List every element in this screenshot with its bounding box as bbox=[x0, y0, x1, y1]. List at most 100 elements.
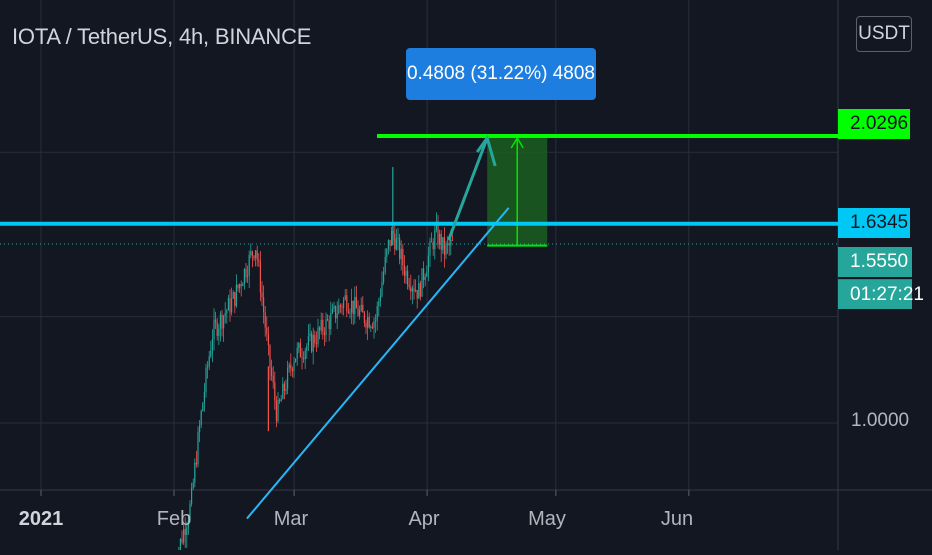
target-price-label: 2.0296 bbox=[838, 109, 910, 139]
currency-button[interactable]: USDT bbox=[856, 16, 912, 52]
candle-body bbox=[378, 300, 380, 307]
candle-body bbox=[250, 251, 252, 255]
candle-body bbox=[208, 356, 210, 367]
candle-body bbox=[263, 297, 265, 313]
candle-body bbox=[259, 261, 261, 293]
candle-body bbox=[200, 411, 202, 426]
candle-body bbox=[179, 538, 181, 551]
candle-body bbox=[411, 288, 413, 292]
candle-body bbox=[383, 272, 385, 283]
candle-body bbox=[243, 269, 245, 285]
candle-body bbox=[400, 248, 402, 260]
candle-body bbox=[338, 305, 340, 314]
candle-body bbox=[189, 503, 191, 521]
candle-body bbox=[335, 306, 337, 319]
last-price-label: 1.5550 bbox=[838, 247, 912, 277]
resistance-price-label: 1.6345 bbox=[838, 208, 910, 238]
candle-body bbox=[399, 237, 401, 260]
candle-body bbox=[333, 306, 335, 309]
candle-body bbox=[389, 240, 391, 246]
candle-body bbox=[451, 239, 453, 241]
candle-body bbox=[387, 240, 389, 250]
candle-body bbox=[266, 327, 268, 335]
candle-body bbox=[443, 237, 445, 255]
candle-body bbox=[272, 375, 274, 383]
candle-body bbox=[359, 310, 361, 316]
candle-body bbox=[309, 333, 311, 336]
candle-body bbox=[274, 382, 276, 401]
candle-body bbox=[323, 332, 325, 336]
symbol-title: IOTA / TetherUS, 4h, BINANCE bbox=[12, 24, 312, 49]
candle-body bbox=[331, 308, 333, 314]
candle-body bbox=[258, 259, 260, 262]
candle-body bbox=[205, 367, 207, 392]
candle-body bbox=[267, 334, 269, 345]
candle-body bbox=[343, 299, 345, 308]
candle-body bbox=[192, 482, 194, 489]
candle-body bbox=[423, 268, 425, 281]
candle-body bbox=[221, 314, 223, 329]
candle-body bbox=[271, 367, 273, 376]
candle-body bbox=[184, 529, 186, 535]
candle-body bbox=[373, 321, 375, 328]
candle-body bbox=[384, 256, 386, 273]
candle-body bbox=[282, 383, 284, 399]
candle-body bbox=[237, 284, 239, 289]
candle-body bbox=[248, 254, 250, 276]
candle-body bbox=[357, 308, 359, 316]
candle-body bbox=[251, 251, 253, 256]
candle-body bbox=[216, 322, 218, 336]
candle-body bbox=[424, 276, 426, 281]
candle-body bbox=[298, 343, 300, 348]
candle-body bbox=[183, 529, 185, 543]
candle-body bbox=[355, 296, 357, 309]
candle-body bbox=[229, 298, 231, 313]
projection-arrow-line bbox=[447, 137, 489, 241]
candle-body bbox=[322, 319, 324, 333]
candle-body bbox=[426, 271, 428, 277]
candle-body bbox=[296, 347, 298, 359]
candle-body bbox=[283, 383, 285, 391]
candle-body bbox=[187, 520, 189, 528]
candle-body bbox=[448, 243, 450, 246]
candle-body bbox=[215, 319, 217, 323]
candle-body bbox=[407, 270, 409, 285]
candle-body bbox=[312, 334, 314, 352]
candle-body bbox=[191, 488, 193, 504]
candle-body bbox=[227, 298, 229, 311]
candle-body bbox=[375, 320, 377, 322]
candle-body bbox=[370, 326, 372, 328]
candle-body bbox=[402, 248, 404, 266]
candle-body bbox=[213, 319, 215, 340]
candle-body bbox=[199, 425, 201, 433]
candle-body bbox=[186, 527, 188, 535]
candle-body bbox=[439, 233, 441, 245]
candle-body bbox=[264, 312, 266, 328]
time-tick-mar: Mar bbox=[273, 508, 309, 530]
candle-body bbox=[279, 400, 281, 402]
candle-body bbox=[328, 320, 330, 329]
candle-body bbox=[442, 237, 444, 250]
candle-body bbox=[440, 233, 442, 250]
candle-body bbox=[306, 346, 308, 351]
candle-body bbox=[315, 343, 317, 345]
candle-body bbox=[240, 284, 242, 287]
candle-body bbox=[261, 292, 263, 298]
candle-body bbox=[255, 250, 257, 259]
candle-body bbox=[394, 233, 396, 250]
candle-body bbox=[317, 327, 319, 344]
candle-body bbox=[307, 335, 309, 347]
measure-label: 0.4808 (31.22%) 4808 bbox=[406, 48, 596, 100]
ascending-trendline bbox=[246, 207, 510, 520]
candle-body bbox=[413, 288, 415, 292]
candle-body bbox=[397, 237, 399, 239]
candle-body bbox=[223, 315, 225, 329]
time-tick-jun: Jun bbox=[660, 508, 694, 530]
candle-body bbox=[242, 284, 244, 287]
candle-body bbox=[379, 296, 381, 301]
time-tick-apr: Apr bbox=[408, 508, 440, 530]
candle-body bbox=[235, 284, 237, 306]
candle-body bbox=[437, 223, 439, 245]
